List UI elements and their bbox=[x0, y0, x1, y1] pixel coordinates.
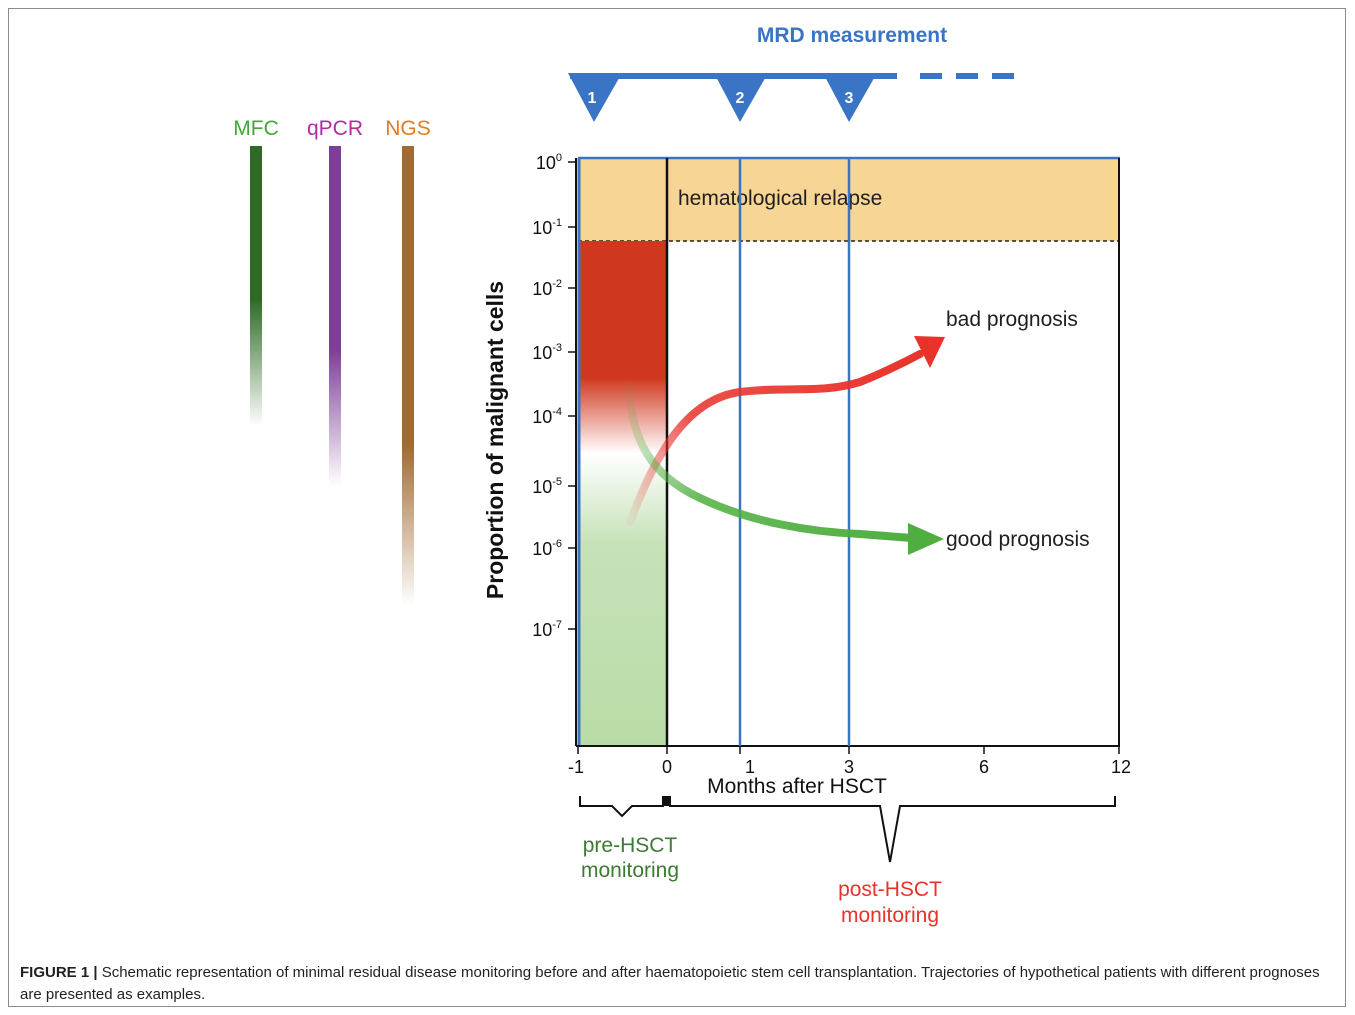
bad-prognosis-curve bbox=[626, 350, 924, 526]
pre-hsct-bracket bbox=[579, 796, 664, 818]
caption-lead: FIGURE 1 | bbox=[20, 964, 98, 981]
pre-hsct-label-line1: pre-HSCT bbox=[583, 834, 678, 857]
mrd-marker-3: 3 bbox=[823, 73, 877, 122]
y-tick-label-1: 10-1 bbox=[532, 217, 562, 238]
relapse-label: hematological relapse bbox=[678, 187, 882, 210]
post-hsct-bracket bbox=[669, 796, 1116, 863]
mrd-marker-1-label: 1 bbox=[588, 90, 597, 107]
y-tick-label-6: 10-6 bbox=[532, 538, 562, 559]
post-hsct-label-line2: monitoring bbox=[841, 904, 939, 927]
x-tick-label-3: 3 bbox=[844, 757, 854, 777]
y-axis-label: Proportion of malignant cells bbox=[482, 281, 508, 599]
pre-hsct-label-line2: monitoring bbox=[581, 859, 679, 882]
y-tick-label-7: 10-7 bbox=[532, 619, 562, 640]
y-ticks bbox=[568, 161, 576, 630]
x-axis-label: Months after HSCT bbox=[707, 775, 887, 798]
bad-prognosis-arrowhead bbox=[914, 336, 945, 368]
caption-text: Schematic representation of minimal resi… bbox=[20, 964, 1320, 1003]
method-label-mfc: MFC bbox=[233, 117, 279, 140]
y-tick-label-3: 10-3 bbox=[532, 342, 562, 363]
x-tick-label-2: 1 bbox=[745, 757, 755, 777]
x-ticks bbox=[577, 746, 1120, 754]
mrd-marker-2: 2 bbox=[714, 73, 768, 122]
method-label-ngs: NGS bbox=[385, 117, 431, 140]
y-tick-label-4: 10-4 bbox=[532, 406, 562, 427]
method-bar-mfc bbox=[250, 146, 262, 426]
mrd-marker-3-label: 3 bbox=[845, 90, 854, 107]
mrd-title: MRD measurement bbox=[757, 24, 947, 47]
figure-caption: FIGURE 1 | Schematic representation of m… bbox=[20, 962, 1330, 1006]
mrd-marker-2-label: 2 bbox=[736, 90, 745, 107]
bad-prognosis-label: bad prognosis bbox=[946, 308, 1078, 331]
x-tick-label-0: -1 bbox=[568, 757, 584, 777]
x-tick-label-5: 12 bbox=[1111, 757, 1131, 777]
good-prognosis-label: good prognosis bbox=[946, 528, 1090, 551]
good-prognosis-arrowhead bbox=[908, 523, 944, 555]
bracket-divider bbox=[664, 796, 669, 806]
method-bar-qpcr bbox=[329, 146, 341, 486]
x-tick-label-1: 0 bbox=[662, 757, 672, 777]
y-tick-label-5: 10-5 bbox=[532, 476, 562, 497]
method-bar-ngs bbox=[402, 146, 414, 606]
pre-hsct-zone bbox=[580, 241, 667, 746]
method-label-qpcr: qPCR bbox=[307, 117, 363, 140]
y-tick-label-0: 100 bbox=[536, 152, 562, 173]
y-tick-labels: 100 10-1 10-2 10-3 10-4 10-5 10-6 10-7 bbox=[532, 152, 562, 640]
y-tick-label-2: 10-2 bbox=[532, 278, 562, 299]
post-hsct-label-line1: post-HSCT bbox=[838, 878, 942, 901]
mrd-marker-1: 1 bbox=[568, 73, 622, 122]
x-tick-labels: -1 0 1 3 6 12 bbox=[568, 757, 1131, 777]
x-tick-label-4: 6 bbox=[979, 757, 989, 777]
good-prognosis-curve bbox=[624, 380, 916, 542]
